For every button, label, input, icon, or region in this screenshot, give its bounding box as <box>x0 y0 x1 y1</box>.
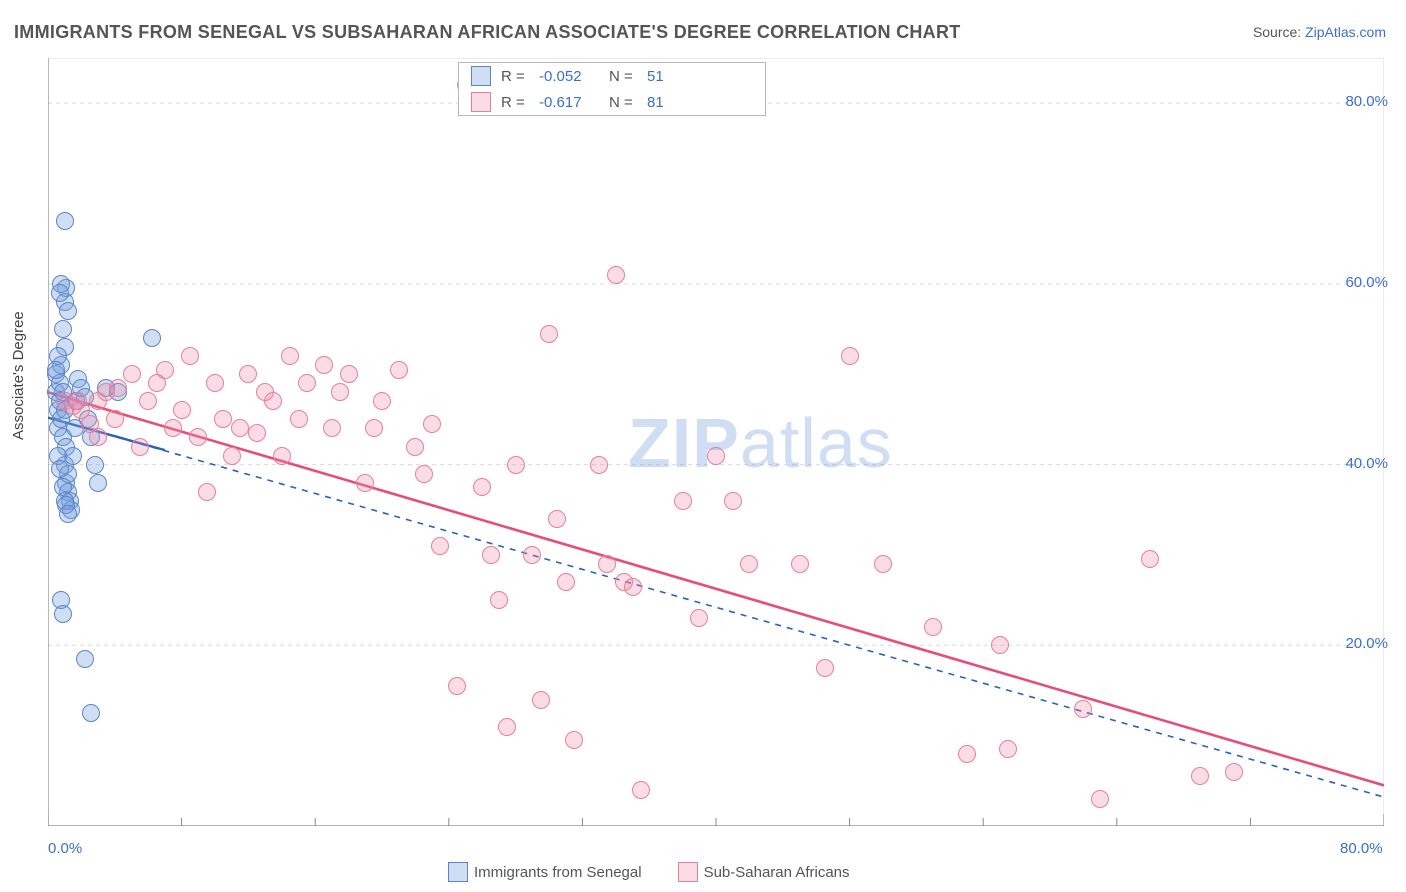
legend-r-label: R = <box>501 94 539 111</box>
x-tick-min: 0.0% <box>48 840 82 857</box>
legend-n-value: 51 <box>647 68 717 85</box>
legend-label: Sub-Saharan Africans <box>704 864 850 881</box>
legend-label: Immigrants from Senegal <box>474 864 642 881</box>
legend-swatch <box>448 862 468 882</box>
source-link[interactable]: ZipAtlas.com <box>1305 24 1386 40</box>
y-tick: 80.0% <box>1345 93 1388 110</box>
legend-row: R =-0.052N =51 <box>459 63 765 89</box>
legend-row: R =-0.617N =81 <box>459 89 765 115</box>
y-axis-label: Associate's Degree <box>10 311 27 440</box>
legend-r-value: -0.617 <box>539 94 609 111</box>
series-legend: Immigrants from Senegal Sub-Saharan Afric… <box>448 862 878 882</box>
y-tick: 20.0% <box>1345 635 1388 652</box>
source-attribution: Source: ZipAtlas.com <box>1253 24 1386 40</box>
legend-r-value: -0.052 <box>539 68 609 85</box>
y-tick: 40.0% <box>1345 455 1388 472</box>
legend-n-value: 81 <box>647 94 717 111</box>
legend-swatch <box>471 66 491 86</box>
chart-container: IMMIGRANTS FROM SENEGAL VS SUBSAHARAN AF… <box>0 0 1406 892</box>
legend-n-label: N = <box>609 68 647 85</box>
chart-title: IMMIGRANTS FROM SENEGAL VS SUBSAHARAN AF… <box>14 22 961 43</box>
legend-r-label: R = <box>501 68 539 85</box>
y-tick: 60.0% <box>1345 274 1388 291</box>
scatter-plot <box>48 58 1384 826</box>
correlation-legend: R =-0.052N =51R =-0.617N =81 <box>458 62 766 116</box>
legend-item: Immigrants from Senegal <box>448 862 642 882</box>
source-label: Source: <box>1253 24 1305 40</box>
legend-swatch <box>678 862 698 882</box>
legend-swatch <box>471 92 491 112</box>
legend-n-label: N = <box>609 94 647 111</box>
legend-item: Sub-Saharan Africans <box>678 862 850 882</box>
x-tick-max: 80.0% <box>1340 840 1383 857</box>
